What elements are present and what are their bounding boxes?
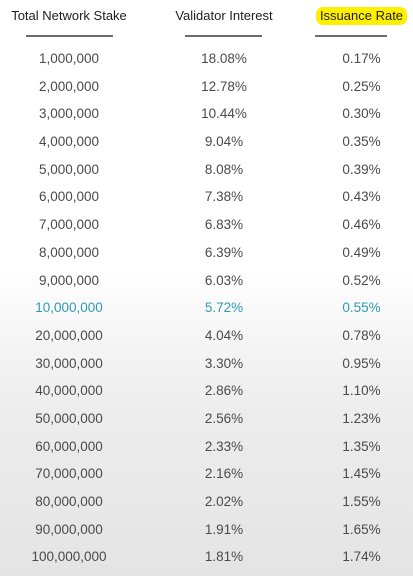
table-row: 8,000,000 6.39% 0.49% [0,239,413,267]
stake-cell: 30,000,000 [35,355,103,371]
interest-cell: 5.72% [204,300,244,316]
header-underline-issuance [315,35,387,37]
stake-cell: 50,000,000 [35,410,103,426]
stake-cell: 70,000,000 [35,466,103,482]
stake-cell: 7,000,000 [38,217,100,233]
interest-cell: 9.04% [204,134,244,150]
table-row: 20,000,000 4.04% 0.78% [0,322,413,350]
issuance-cell: 0.25% [342,78,381,94]
interest-cell: 2.86% [204,383,244,399]
stake-cell: 3,000,000 [38,106,100,122]
table-row: 10,000,000 5.72% 0.55% [0,294,413,322]
stake-cell: 60,000,000 [35,438,103,454]
table-row: 6,000,000 7.38% 0.43% [0,183,413,211]
table-row: 70,000,000 2.16% 1.45% [0,460,413,488]
stake-cell: 2,000,000 [38,78,100,94]
issuance-cell: 1.65% [342,521,381,537]
issuance-cell: 1.23% [342,410,381,426]
stake-cell: 10,000,000 [35,300,103,316]
stake-cell: 100,000,000 [31,549,107,565]
stake-cell: 40,000,000 [35,383,103,399]
issuance-cell: 0.49% [342,244,381,260]
issuance-cell: 0.30% [342,106,381,122]
table-row: 7,000,000 6.83% 0.46% [0,211,413,239]
header-underline-stake [26,35,113,37]
table-row: 9,000,000 6.03% 0.52% [0,267,413,295]
issuance-cell: 0.46% [342,217,381,233]
issuance-cell: 1.35% [342,438,381,454]
stake-cell: 90,000,000 [35,521,103,537]
table-row: 1,000,000 18.08% 0.17% [0,45,413,73]
header-validator-interest: Validator Interest [175,8,273,23]
stake-cell: 8,000,000 [38,244,100,260]
header-total-network-stake: Total Network Stake [11,8,127,23]
table-row: 40,000,000 2.86% 1.10% [0,377,413,405]
issuance-cell: 0.78% [342,327,381,343]
table-row: 2,000,000 12.78% 0.25% [0,73,413,101]
table-header: Total Network Stake Validator Interest I… [0,7,413,28]
issuance-cell: 0.95% [342,355,381,371]
stake-cell: 6,000,000 [38,189,100,205]
interest-cell: 12.78% [201,78,247,94]
stake-cell: 1,000,000 [38,51,100,66]
issuance-cell: 0.17% [342,51,381,66]
stake-cell: 9,000,000 [38,272,100,288]
interest-cell: 2.56% [204,410,244,426]
header-underline-interest [185,35,262,37]
issuance-cell: 0.43% [342,189,381,205]
issuance-rate-highlight: Issuance Rate [315,7,408,25]
table-row: 100,000,000 1.81% 1.74% [0,543,413,571]
table-row: 80,000,000 2.02% 1.55% [0,488,413,516]
interest-cell: 18.08% [201,51,247,66]
issuance-cell: 0.55% [342,300,381,316]
stake-cell: 20,000,000 [35,327,103,343]
interest-cell: 7.38% [204,189,244,205]
issuance-cell: 1.10% [342,383,381,399]
issuance-cell: 1.45% [342,466,381,482]
interest-cell: 1.81% [204,549,244,565]
issuance-cell: 0.52% [342,272,381,288]
table-row: 5,000,000 8.08% 0.39% [0,156,413,184]
interest-cell: 8.08% [204,161,244,177]
issuance-cell: 0.35% [342,134,381,150]
interest-cell: 2.02% [204,494,244,509]
header-issuance-rate: Issuance Rate [310,7,413,25]
interest-cell: 6.83% [204,217,244,233]
interest-cell: 6.03% [204,272,244,288]
table-row: 3,000,000 10.44% 0.30% [0,100,413,128]
interest-cell: 1.91% [204,521,244,537]
table-row: 90,000,000 1.91% 1.65% [0,516,413,544]
table-row: 60,000,000 2.33% 1.35% [0,433,413,461]
stake-cell: 5,000,000 [38,161,100,177]
issuance-cell: 1.74% [342,549,381,565]
interest-cell: 4.04% [204,327,244,343]
table-row: 4,000,000 9.04% 0.35% [0,128,413,156]
stake-cell: 4,000,000 [38,134,100,150]
interest-cell: 10.44% [201,106,247,122]
interest-cell: 3.30% [204,355,244,371]
issuance-cell: 0.39% [342,161,381,177]
interest-cell: 6.39% [204,244,244,260]
table-row: 30,000,000 3.30% 0.95% [0,350,413,378]
table-body: 1,000,000 18.08% 0.17% 2,000,000 12.78% 0.25%… [0,45,413,571]
table-row: 50,000,000 2.56% 1.23% [0,405,413,433]
interest-cell: 2.33% [204,438,244,454]
issuance-cell: 1.55% [342,494,381,509]
stake-cell: 80,000,000 [35,494,103,509]
interest-cell: 2.16% [204,466,244,482]
